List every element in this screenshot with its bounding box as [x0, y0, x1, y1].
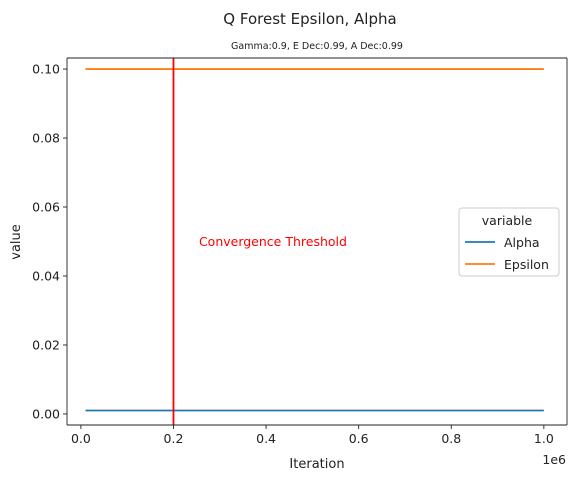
convergence-annotation: Convergence Threshold	[199, 234, 347, 249]
y-tick-label: 0.10	[32, 62, 60, 77]
y-axis-label: value	[9, 224, 24, 260]
x-tick-label: 1.0	[534, 431, 554, 446]
legend: variable Alpha Epsilon	[459, 208, 559, 276]
legend-label-alpha: Alpha	[504, 235, 540, 250]
chart-subtitle: Gamma:0.9, E Dec:0.99, A Dec:0.99	[231, 41, 403, 52]
y-tick-label: 0.08	[32, 131, 60, 146]
x-offset-label: 1e6	[542, 452, 566, 467]
x-tick-label: 0.4	[256, 431, 276, 446]
y-tick-label: 0.02	[32, 337, 60, 352]
y-tick-label: 0.00	[32, 406, 60, 421]
x-tick-label: 0.6	[349, 431, 369, 446]
x-tick-label: 0.8	[441, 431, 461, 446]
x-tick-label: 0.2	[164, 431, 184, 446]
x-tick-label: 0.0	[71, 431, 91, 446]
y-axis: 0.00 0.02 0.04 0.06 0.08 0.10	[32, 62, 67, 422]
legend-label-epsilon: Epsilon	[504, 257, 549, 272]
y-tick-label: 0.04	[32, 268, 60, 283]
legend-title: variable	[482, 213, 533, 228]
x-axis: 0.0 0.2 0.4 0.6 0.8 1.0	[71, 425, 554, 446]
chart-title: Q Forest Epsilon, Alpha	[223, 10, 396, 28]
y-tick-label: 0.06	[32, 200, 60, 215]
x-axis-label: Iteration	[289, 457, 344, 472]
